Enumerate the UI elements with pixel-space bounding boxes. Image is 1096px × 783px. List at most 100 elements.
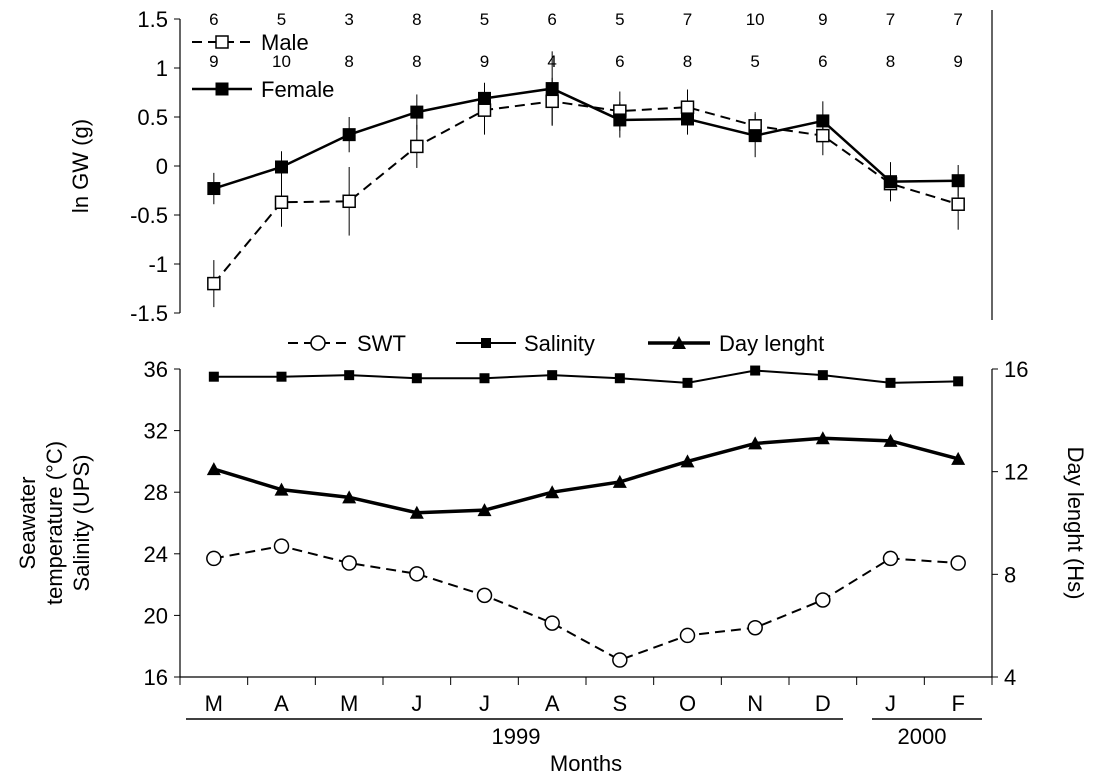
sample-size-label: 6 [615,52,624,71]
sample-size-label: 6 [547,10,556,29]
left-y-tick-label: 24 [144,542,168,567]
x-tick-label: O [679,691,696,716]
male-data-point [207,276,221,291]
male-data-point [951,197,965,211]
x-tick-label: J [885,691,896,716]
day-length-data-point [274,482,289,496]
salinity-data-point [479,373,490,384]
top-y-tick-label: 1.5 [137,7,168,32]
top-panel: -1.5 -1 -0.5 0 0.5 1 1.5 ln GW (g) 6 5 3 8 5 6 5 7 10 9 7 7… [68,7,993,326]
legend-day-length-label: Day lenght [719,331,824,356]
salinity-data-point [885,377,896,388]
left-y-tick-label: 16 [144,665,168,690]
right-y-tick-label: 16 [1004,357,1028,382]
salinity-data-point [614,373,625,384]
x-tick-label: M [340,691,358,716]
sample-size-label: 3 [344,10,353,29]
day-length-data-point [612,474,627,488]
swt-data-point [612,652,628,668]
top-y-tick-label: 1 [156,56,168,81]
female-data-point [478,91,491,105]
left-y-axis-title-line: Seawater [15,477,40,570]
male-data-point [680,100,695,114]
salinity-data-point [547,370,558,381]
swt-data-point [273,538,290,554]
x-tick-label: A [545,691,560,716]
sample-size-label: 9 [480,52,489,71]
salinity-data-point [953,376,964,387]
right-y-tick-label: 12 [1004,460,1028,485]
male-data-point [477,103,492,117]
salinity-data-point [276,371,287,382]
female-data-point [748,129,762,143]
legend-female-marker [215,82,229,96]
left-y-tick-label: 20 [144,603,168,628]
swt-data-point [882,550,899,567]
sample-size-label: 9 [209,52,218,71]
male-data-point [545,94,559,109]
salinity-data-point [344,370,355,381]
sample-size-label: 6 [209,10,218,29]
x-tick-label: F [951,691,964,716]
sample-size-label: 9 [953,52,962,71]
right-y-axis-title: Day lenght (Hs) [1063,447,1088,600]
legend-female-label: Female [261,77,334,102]
day-length-data-point [951,451,966,465]
salinity-data-point [208,371,219,382]
day-length-data-point [883,433,898,447]
legend-salinity-label: Salinity [524,331,595,356]
x-tick-label: M [205,691,223,716]
year-label-2000: 2000 [898,724,947,749]
day-length-data-point [342,490,357,504]
male-data-point [342,194,356,209]
sample-size-label: 7 [953,10,962,29]
female-data-point [342,128,356,142]
female-data-point [681,112,694,126]
x-tick-label: J [479,691,490,716]
sample-size-label: 7 [683,10,692,29]
bottom-panel: 16 20 24 28 32 36 4 8 12 16 Seawater temperature (°… [15,331,1088,690]
day-length-data-point [477,503,492,517]
day-length-series-line [213,436,959,515]
left-y-tick-label: 28 [144,480,168,505]
sample-size-label: 8 [683,52,692,71]
x-axis-title: Months [550,751,622,776]
female-data-point [545,82,559,96]
male-data-point [274,195,289,210]
swt-data-point [409,566,425,582]
female-data-point [884,175,897,189]
top-y-tick-label: -1.5 [130,301,168,326]
x-tick-label: N [747,691,763,716]
top-y-tick-label: -0.5 [130,203,168,228]
left-y-axis-title-line: temperature (°C) [42,441,67,605]
top-y-tick-label: 0 [156,154,168,179]
sample-size-label: 10 [272,52,291,71]
day-length-data-point [545,485,560,499]
sample-size-label: 8 [412,52,421,71]
salinity-series-line [213,369,959,384]
legend-day-length-marker [672,336,686,349]
salinity-data-point [817,370,828,381]
salinity-data-point [750,365,761,376]
female-data-point [410,105,424,119]
female-data-point [275,160,288,174]
salinity-data-point [411,373,422,384]
left-y-tick-label: 36 [144,357,168,382]
male-data-point [816,128,830,143]
left-y-tick-label: 32 [144,419,168,444]
left-y-axis-title-line: Salinity (UPS) [69,455,94,592]
right-y-tick-label: 8 [1004,562,1016,587]
sample-size-label: 5 [480,10,489,29]
swt-data-point [815,592,831,608]
sample-size-label: 8 [344,52,353,71]
x-tick-label: D [815,691,831,716]
swt-data-point [476,587,493,604]
x-tick-label: A [274,691,289,716]
top-y-axis-title: ln GW (g) [68,119,93,213]
swt-data-point [544,615,560,631]
sample-size-label: 5 [277,10,286,29]
x-tick-label: J [411,691,422,716]
sample-size-label: 8 [886,52,895,71]
day-length-data-point [815,431,830,445]
